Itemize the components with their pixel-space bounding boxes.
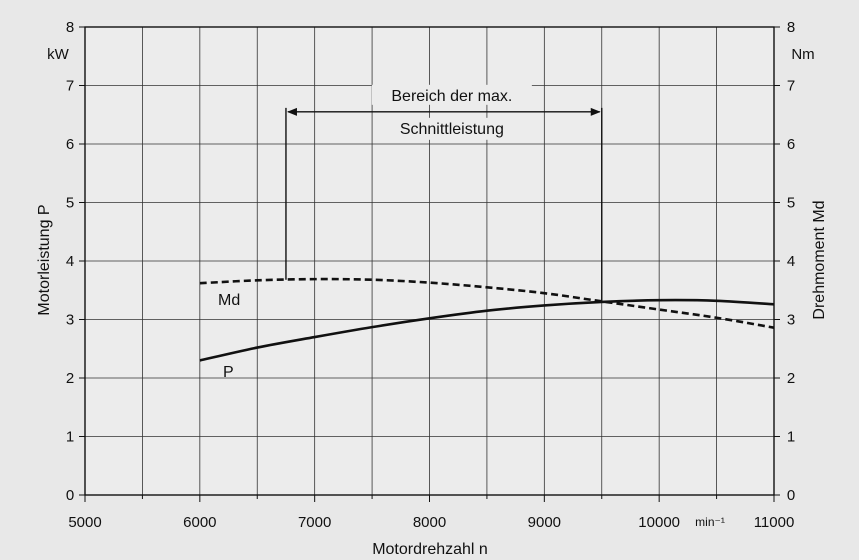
annotation-text-bg-1 bbox=[371, 84, 532, 105]
y-right-tick-label: 7 bbox=[787, 78, 795, 95]
y-right-tick-label: 3 bbox=[787, 312, 795, 329]
x-axis-unit: min⁻¹ bbox=[695, 515, 725, 529]
y-left-axis-title: Motorleistung P bbox=[36, 204, 53, 315]
x-tick-label: 7000 bbox=[298, 514, 331, 531]
annotation-text-bg-2 bbox=[381, 117, 522, 140]
y-left-tick-label: 7 bbox=[66, 78, 74, 95]
x-tick-label: 6000 bbox=[183, 514, 216, 531]
y-right-tick-label: 4 bbox=[787, 253, 795, 270]
y-right-tick-label: 0 bbox=[787, 487, 795, 504]
y-left-tick-label: 3 bbox=[66, 312, 74, 329]
x-tick-label: 5000 bbox=[68, 514, 101, 531]
x-tick-label: 8000 bbox=[413, 514, 446, 531]
y-left-tick-label: 5 bbox=[66, 195, 74, 212]
y-left-unit: kW bbox=[47, 46, 70, 63]
series-line-md bbox=[199, 277, 775, 329]
annotation: Bereich der max. Schnittleistung bbox=[285, 84, 603, 302]
y-right-tick-label: 2 bbox=[787, 370, 795, 387]
annotation-text-line2: Schnittleistung bbox=[400, 121, 504, 138]
y-left-tick-label: 4 bbox=[66, 253, 74, 270]
axes: 5000 6000 7000 8000 9000 10000 11000 0 1 2 3 4 5 6 7 8 0… bbox=[66, 19, 795, 531]
y-left-tick-label: 2 bbox=[66, 370, 74, 387]
y-right-tick-label: 6 bbox=[787, 136, 795, 153]
y-left-tick-label: 0 bbox=[66, 487, 74, 504]
x-tick-label: 9000 bbox=[528, 514, 561, 531]
x-tick-label: 11000 bbox=[754, 514, 795, 531]
series-label-md: Md bbox=[218, 292, 240, 309]
labels: kW Nm min⁻¹ Motordrehzahl n Motorleistung P D… bbox=[36, 46, 828, 558]
y-right-unit: Nm bbox=[791, 46, 814, 63]
annotation-text-line1: Bereich der max. bbox=[391, 88, 512, 105]
grid bbox=[85, 27, 774, 495]
y-left-tick-label: 6 bbox=[66, 136, 74, 153]
series-line-p bbox=[199, 298, 775, 362]
y-right-axis-title: Drehmoment Md bbox=[811, 200, 828, 319]
y-right-tick-label: 5 bbox=[787, 195, 795, 212]
y-right-tick-label: 1 bbox=[787, 429, 795, 446]
x-axis-title: Motordrehzahl n bbox=[372, 541, 488, 558]
x-tick-label: 10000 bbox=[638, 514, 680, 531]
y-left-tick-label: 1 bbox=[66, 429, 74, 446]
series-label-p: P bbox=[223, 364, 234, 381]
y-left-tick-label: 8 bbox=[66, 19, 74, 36]
series bbox=[199, 277, 775, 362]
annotation-arrowhead-right bbox=[590, 107, 601, 116]
annotation-arrowhead-left bbox=[286, 107, 297, 116]
y-right-tick-label: 8 bbox=[787, 19, 795, 36]
